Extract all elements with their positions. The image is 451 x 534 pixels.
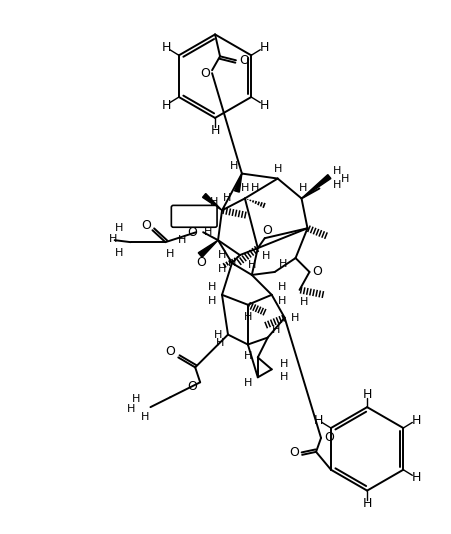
Text: H: H <box>227 258 235 268</box>
Text: H: H <box>290 313 298 323</box>
Text: H: H <box>362 497 371 510</box>
Text: H: H <box>207 296 216 306</box>
Text: H: H <box>166 249 174 259</box>
Text: H: H <box>210 124 219 137</box>
Text: H: H <box>261 251 269 261</box>
Text: H: H <box>410 413 420 427</box>
Polygon shape <box>301 175 330 199</box>
Text: O: O <box>323 431 333 444</box>
Text: H: H <box>341 174 349 184</box>
Text: H: H <box>278 259 286 269</box>
Polygon shape <box>198 240 217 257</box>
Text: H: H <box>243 351 252 362</box>
Text: O: O <box>261 224 271 237</box>
Text: H: H <box>277 296 285 306</box>
Text: H: H <box>259 41 268 54</box>
Text: H: H <box>126 404 134 414</box>
Text: O: O <box>200 67 210 80</box>
Text: O: O <box>289 446 299 459</box>
Text: H: H <box>332 179 341 190</box>
Text: H: H <box>217 250 226 260</box>
Text: H: H <box>271 325 279 335</box>
Text: H: H <box>213 329 222 340</box>
Text: H: H <box>250 184 258 193</box>
Text: H: H <box>161 41 170 54</box>
Text: H: H <box>332 166 341 176</box>
Text: H: H <box>299 184 307 193</box>
Text: H: H <box>279 372 287 382</box>
Text: H: H <box>277 282 285 292</box>
Text: H: H <box>141 412 149 422</box>
Text: H: H <box>273 163 281 174</box>
Text: H: H <box>247 260 255 270</box>
Text: O: O <box>312 265 322 278</box>
Text: O: O <box>196 256 206 269</box>
Text: H: H <box>362 388 371 400</box>
Text: H: H <box>222 193 230 203</box>
Text: H: H <box>299 297 308 307</box>
Text: H: H <box>410 471 420 484</box>
FancyBboxPatch shape <box>171 206 216 227</box>
Text: H: H <box>178 235 186 245</box>
Text: H: H <box>229 161 238 171</box>
Text: O: O <box>165 345 175 358</box>
Text: H: H <box>132 394 140 404</box>
Text: Abs: Abs <box>183 209 205 222</box>
Text: H: H <box>108 234 117 244</box>
Text: H: H <box>313 413 322 427</box>
Text: H: H <box>216 337 224 348</box>
Text: H: H <box>243 378 252 388</box>
Text: H: H <box>114 223 123 233</box>
Text: H: H <box>243 312 252 321</box>
Text: H: H <box>161 98 170 112</box>
Text: O: O <box>187 380 197 393</box>
Text: H: H <box>217 264 226 274</box>
Text: H: H <box>114 248 123 258</box>
Polygon shape <box>234 174 241 192</box>
Text: H: H <box>203 227 212 237</box>
Polygon shape <box>202 193 221 210</box>
Text: O: O <box>141 219 151 232</box>
Text: H: H <box>209 198 218 207</box>
Text: O: O <box>239 54 249 67</box>
Text: H: H <box>240 184 249 193</box>
Text: H: H <box>259 98 268 112</box>
Text: H: H <box>279 359 287 370</box>
Text: H: H <box>207 282 216 292</box>
Text: O: O <box>187 226 197 239</box>
